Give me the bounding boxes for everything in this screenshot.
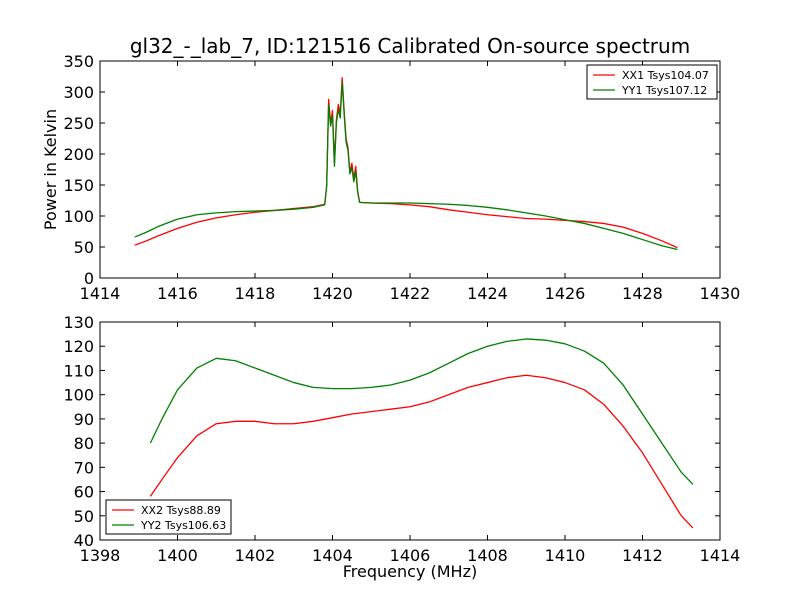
y-tick-label: 300 xyxy=(63,83,94,102)
x-tick-label: 1426 xyxy=(545,284,586,303)
y-tick-label: 90 xyxy=(74,410,94,429)
x-tick-label: 1428 xyxy=(622,284,663,303)
x-tick-label: 1414 xyxy=(80,284,121,303)
x-tick-label: 1406 xyxy=(390,546,431,565)
x-axis-label: Frequency (MHz) xyxy=(343,562,477,581)
y-tick-label: 200 xyxy=(63,145,94,164)
legend-box xyxy=(105,499,232,535)
x-tick-label: 1418 xyxy=(235,284,276,303)
x-tick-label: 1410 xyxy=(545,546,586,565)
y-tick-label: 120 xyxy=(63,337,94,356)
y-tick-label: 80 xyxy=(74,434,94,453)
legend: XX1 Tsys104.07 YY1 Tsys107.12 xyxy=(586,64,718,100)
bottom-subplot: 1398 1400 1402 1404 1406 1408 1410 1412 1414 40 50… xyxy=(63,313,740,581)
y-tick-label: 100 xyxy=(63,386,94,405)
x-tick-label: 1408 xyxy=(467,546,508,565)
x-tick-label: 1412 xyxy=(622,546,663,565)
y-tick-label: 350 xyxy=(63,52,94,71)
x-tick-label: 1400 xyxy=(157,546,198,565)
y-tick-label: 130 xyxy=(63,313,94,332)
x-tick-label: 1422 xyxy=(390,284,431,303)
legend-entry: XX2 Tsys88.89 xyxy=(141,504,221,517)
x-tick-label: 1430 xyxy=(700,284,741,303)
series-line-1 xyxy=(149,374,694,529)
x-tick-label: 1420 xyxy=(312,284,353,303)
legend-entry: XX1 Tsys104.07 xyxy=(622,69,709,82)
y-tick-label: 50 xyxy=(74,507,94,526)
y-tick-label: 0 xyxy=(84,269,94,288)
y-tick-label: 110 xyxy=(63,361,94,380)
legend-box xyxy=(586,64,718,100)
x-tick-label: 1398 xyxy=(80,546,121,565)
y-tick-label: 40 xyxy=(74,531,94,550)
chart-title: gl32_-_lab_7, ID:121516 Calibrated On-so… xyxy=(130,34,690,58)
y-axis-label: Power in Kelvin xyxy=(41,109,60,230)
series-line-1 xyxy=(134,77,678,249)
y-tick-label: 250 xyxy=(63,114,94,133)
series-line-2 xyxy=(149,338,694,485)
legend-entry: YY2 Tsys106.63 xyxy=(140,519,226,532)
y-tick-label: 50 xyxy=(74,238,94,257)
x-tick-label: 1416 xyxy=(157,284,198,303)
series-line-2 xyxy=(134,81,678,251)
top-subplot: 1414 1416 1418 1420 1422 1424 1426 1428 1430 0 50 1… xyxy=(41,52,740,303)
legend-entry: YY1 Tsys107.12 xyxy=(621,84,707,97)
x-tick-label: 1404 xyxy=(312,546,353,565)
y-tick-label: 150 xyxy=(63,176,94,195)
x-tick-label: 1402 xyxy=(235,546,276,565)
x-tick-label: 1424 xyxy=(467,284,508,303)
y-tick-label: 70 xyxy=(74,458,94,477)
legend: XX2 Tsys88.89 YY2 Tsys106.63 xyxy=(105,499,232,535)
x-tick-label: 1414 xyxy=(700,546,741,565)
y-tick-label: 60 xyxy=(74,483,94,502)
y-tick-label: 100 xyxy=(63,207,94,226)
